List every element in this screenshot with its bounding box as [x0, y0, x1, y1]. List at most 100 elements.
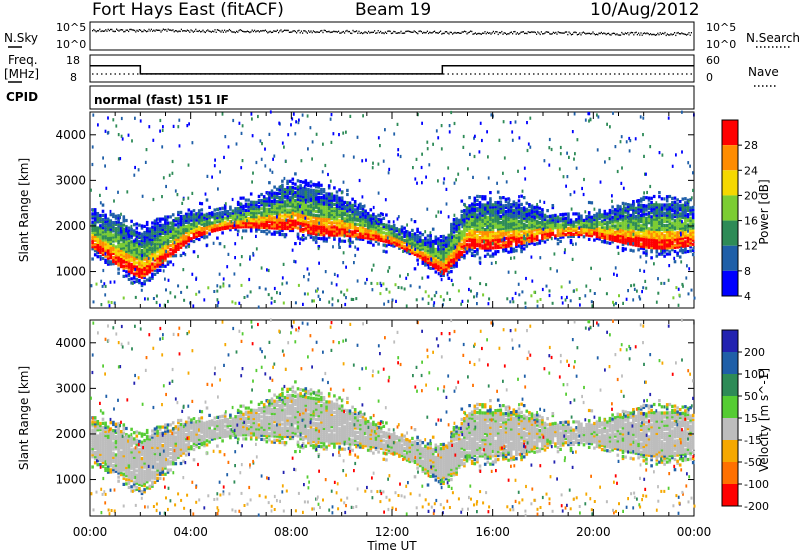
power-cell [639, 203, 643, 207]
power-cell [496, 206, 500, 211]
power-cell [275, 218, 279, 222]
power-cell [624, 239, 627, 243]
power-cell [450, 229, 453, 233]
power-cell [515, 234, 518, 238]
power-sporadic-cell [240, 255, 243, 259]
power-cell [455, 254, 458, 258]
power-cell [429, 252, 432, 256]
power-cell [348, 226, 352, 230]
power-cell [489, 236, 492, 240]
power-cell [522, 228, 526, 233]
nsky-dot [495, 31, 497, 33]
power-cell [164, 217, 167, 221]
power-cell [333, 211, 336, 215]
power-cell [442, 265, 445, 269]
power-cell [117, 228, 120, 232]
power-cell [307, 216, 310, 220]
nsky-dot [560, 32, 562, 34]
power-cell [691, 207, 695, 211]
power-cell [452, 220, 456, 224]
power-cell [346, 215, 349, 219]
power-cell [439, 255, 443, 259]
power-cell [455, 250, 458, 254]
power-cell [387, 234, 391, 238]
power-sporadic-cell [306, 267, 309, 271]
power-cell [151, 239, 154, 243]
power-cell [278, 202, 282, 206]
power-cell [343, 227, 347, 231]
power-cell [374, 219, 378, 223]
power-cell [608, 208, 612, 213]
power-cell [99, 220, 102, 224]
power-sporadic-cell [487, 155, 489, 159]
power-cell [439, 235, 443, 239]
power-cell [455, 252, 458, 256]
power-cell [114, 251, 118, 255]
power-cell [483, 246, 487, 250]
power-cell [164, 221, 167, 225]
power-cell [639, 230, 643, 234]
power-cell [525, 244, 529, 248]
power-cell [182, 243, 185, 247]
power-cell [223, 208, 227, 212]
power-cell [691, 230, 695, 234]
power-cell [226, 224, 230, 228]
power-cell [317, 206, 321, 210]
power-cell [486, 228, 490, 232]
power-cell [268, 213, 271, 218]
power-cell [478, 242, 482, 246]
power-cell [512, 220, 516, 225]
power-cell [548, 229, 552, 233]
nsky-dot [348, 30, 350, 33]
power-cell [130, 269, 133, 273]
power-cell [686, 249, 690, 254]
power-cell [151, 268, 154, 272]
power-cell [632, 222, 635, 226]
power-cell [520, 235, 523, 239]
power-cell [125, 237, 128, 241]
power-cell [171, 223, 175, 227]
power-cell [676, 241, 679, 245]
power-cell [507, 219, 510, 223]
power-cell [249, 202, 253, 206]
power-cell [200, 202, 204, 206]
power-cell [247, 225, 250, 229]
power-cell [314, 197, 318, 201]
power-cell [681, 228, 685, 232]
power-cell [447, 246, 451, 250]
nsky-dot [275, 30, 277, 33]
power-cell [468, 214, 471, 218]
power-cell [450, 263, 453, 267]
power-cell [192, 215, 196, 219]
power-cell [114, 261, 118, 265]
power-cell [127, 277, 131, 281]
power-cell [507, 250, 510, 254]
power-cell [483, 254, 487, 258]
power-cell [340, 208, 344, 212]
power-cell [296, 205, 300, 210]
power-cell [595, 220, 599, 224]
power-cell [439, 257, 443, 261]
power-cell [229, 224, 232, 228]
power-cell [101, 230, 105, 234]
power-cell [351, 222, 354, 226]
power-cell [257, 200, 261, 205]
nsky-dot [450, 31, 452, 34]
power-cell [247, 217, 250, 221]
power-cell [281, 187, 284, 191]
power-cell [660, 217, 664, 221]
power-cell [112, 249, 115, 253]
power-cell [91, 222, 94, 226]
power-cell [195, 222, 198, 226]
power-cell [296, 218, 300, 222]
power-cell [130, 242, 133, 246]
power-cell [507, 240, 510, 244]
power-cell [262, 199, 266, 203]
power-cell [353, 226, 357, 230]
power-cell [660, 207, 664, 211]
nsky-dot [165, 28, 167, 31]
power-cell [515, 201, 518, 206]
power-cell [450, 259, 453, 263]
power-cell [652, 238, 656, 242]
power-cell [509, 246, 513, 250]
